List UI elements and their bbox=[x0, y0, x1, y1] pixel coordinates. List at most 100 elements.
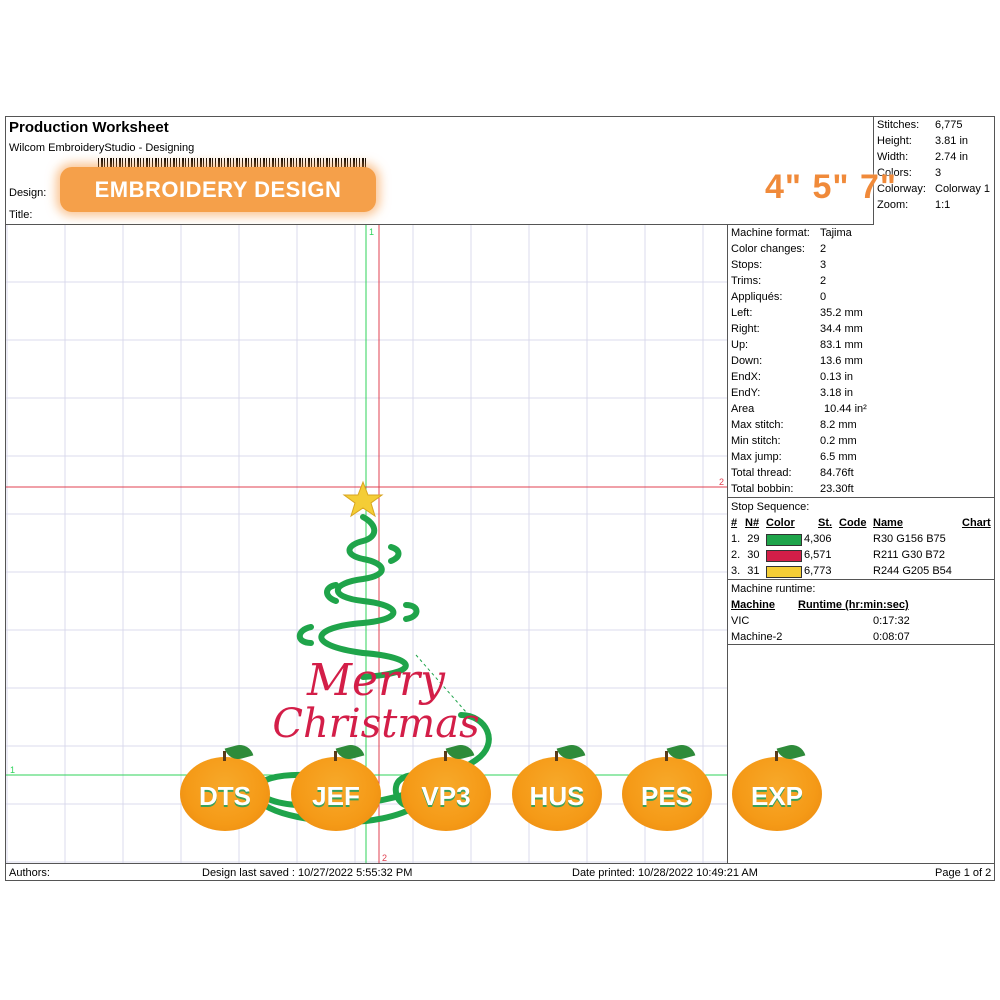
stat-label: Zoom: bbox=[877, 199, 909, 211]
section-title: Machine runtime: bbox=[731, 583, 816, 595]
worksheet-header: Production Worksheet Wilcom EmbroiderySt… bbox=[6, 117, 874, 225]
machine-value: 83.1 mm bbox=[820, 339, 863, 351]
machine-value: 6.5 mm bbox=[820, 451, 857, 463]
machine-value: 84.76ft bbox=[820, 467, 854, 479]
orange-icon bbox=[291, 757, 381, 831]
marker-1-top: 1 bbox=[369, 227, 374, 237]
orange-icon bbox=[622, 757, 712, 831]
machine-value: 35.2 mm bbox=[820, 307, 863, 319]
machine-label: Max stitch: bbox=[731, 419, 784, 431]
stat-value: 3.81 in bbox=[935, 135, 969, 147]
stat-value: 2.74 in bbox=[935, 151, 969, 163]
stem-icon bbox=[444, 751, 447, 761]
row-st: 6,571 bbox=[804, 549, 832, 561]
machine-value: 10.44 in² bbox=[824, 403, 867, 415]
color-swatch bbox=[766, 566, 802, 578]
stem-icon bbox=[223, 751, 226, 761]
machine-value: 8.2 mm bbox=[820, 419, 857, 431]
runtime-section: Machine runtime: Machine Runtime (hr:min… bbox=[728, 579, 994, 645]
format-label: JEF bbox=[312, 781, 360, 811]
table-row: 3. 31 bbox=[731, 565, 760, 577]
machine-value: 34.4 mm bbox=[820, 323, 863, 335]
row-name: R244 G205 B54 bbox=[873, 565, 952, 577]
stat-label: Colorway: bbox=[877, 183, 926, 195]
machine-label: EndX: bbox=[731, 371, 761, 383]
col-name: Name bbox=[873, 517, 903, 529]
authors-label: Authors: bbox=[9, 867, 50, 879]
machine-label: Total thread: bbox=[731, 467, 792, 479]
machine-label: Max jump: bbox=[731, 451, 782, 463]
format-badge-jef: JEF bbox=[291, 741, 383, 831]
row-num: 2. bbox=[731, 549, 741, 561]
table-row: 2. 30 bbox=[731, 549, 760, 561]
format-badge-dts: DTS bbox=[180, 741, 272, 831]
page-title: Production Worksheet bbox=[9, 119, 169, 136]
stem-icon bbox=[665, 751, 668, 761]
production-worksheet: Production Worksheet Wilcom EmbroiderySt… bbox=[5, 116, 995, 881]
marker-2-right: 2 bbox=[719, 477, 724, 487]
format-label: DTS bbox=[199, 781, 251, 811]
row-num: 1. bbox=[731, 533, 741, 545]
format-label: EXP bbox=[750, 781, 804, 811]
col-color: Color bbox=[766, 517, 795, 529]
date-printed: Date printed: 10/28/2022 10:49:21 AM bbox=[572, 867, 758, 879]
machine-value: 23.30ft bbox=[820, 483, 854, 495]
stem-icon bbox=[775, 751, 778, 761]
col-machine: Machine bbox=[731, 599, 776, 611]
machine-value: Tajima bbox=[820, 227, 852, 239]
machine-value: 2 bbox=[820, 275, 827, 287]
app-subtitle: Wilcom EmbroideryStudio - Designing bbox=[9, 142, 195, 154]
worksheet-footer: Authors: Design last saved : 10/27/2022 … bbox=[6, 863, 994, 882]
format-badge-pes: PES bbox=[622, 741, 714, 831]
page-number: Page 1 of 2 bbox=[935, 867, 992, 879]
format-badge-exp: EXP bbox=[732, 741, 824, 831]
machine-value: 0.2 mm bbox=[820, 435, 857, 447]
runtime-machine: Machine-2 bbox=[731, 631, 783, 643]
stem-icon bbox=[334, 751, 337, 761]
marker-2-bottom: 2 bbox=[382, 853, 387, 863]
hoop-sizes: 4" 5" 7" bbox=[765, 168, 897, 206]
row-n: 30 bbox=[747, 549, 760, 561]
star-icon bbox=[342, 480, 384, 518]
row-num: 3. bbox=[731, 565, 741, 577]
design-stats: Stitches: 6,775 Height: 3.81 in Width: 2… bbox=[874, 117, 994, 225]
christmas-text: Christmas bbox=[272, 701, 479, 747]
runtime-time: 0:08:07 bbox=[873, 631, 910, 643]
color-swatch bbox=[766, 534, 802, 546]
stem-icon bbox=[555, 751, 558, 761]
stat-label: Colors: bbox=[877, 167, 912, 179]
col-chart: Chart bbox=[962, 517, 991, 529]
orange-icon bbox=[180, 757, 270, 831]
table-row: 1. 29 bbox=[731, 533, 760, 545]
machine-value: 13.6 mm bbox=[820, 355, 863, 367]
orange-icon bbox=[401, 757, 491, 831]
format-label: HUS bbox=[529, 781, 585, 811]
format-badge-vp3: VP3 bbox=[401, 741, 493, 831]
machine-label: Stops: bbox=[731, 259, 763, 271]
design-preview: Merry Christmas 1 1 2 2 bbox=[6, 225, 727, 863]
machine-label: Total bobbin: bbox=[731, 483, 794, 495]
section-title: Stop Sequence: bbox=[731, 501, 810, 513]
machine-value: 3.18 in bbox=[820, 387, 854, 399]
machine-label: Down: bbox=[731, 355, 763, 367]
stat-value: Colorway 1 bbox=[935, 183, 991, 195]
machine-label: Color changes: bbox=[731, 243, 805, 255]
design-label: Design: bbox=[9, 187, 47, 199]
orange-icon bbox=[512, 757, 602, 831]
design-canvas[interactable]: Merry Christmas 1 1 2 2 DTS JEF VP3 bbox=[6, 225, 728, 863]
runtime-time: 0:17:32 bbox=[873, 615, 910, 627]
jump-stitch-line bbox=[415, 654, 467, 713]
row-st: 4,306 bbox=[804, 533, 832, 545]
row-n: 29 bbox=[747, 533, 760, 545]
orange-icon bbox=[732, 757, 822, 831]
format-label: VP3 bbox=[421, 781, 471, 811]
machine-label: Appliqués: bbox=[731, 291, 783, 303]
last-saved: Design last saved : 10/27/2022 5:55:32 P… bbox=[202, 867, 413, 879]
color-swatch bbox=[766, 550, 802, 562]
col-st: St. bbox=[818, 517, 833, 529]
col-runtime: Runtime (hr:min:sec) bbox=[798, 599, 909, 611]
marker-1-left: 1 bbox=[10, 765, 15, 775]
machine-label: Min stitch: bbox=[731, 435, 781, 447]
stat-value: 1:1 bbox=[935, 199, 951, 211]
col-n: N# bbox=[745, 517, 760, 529]
